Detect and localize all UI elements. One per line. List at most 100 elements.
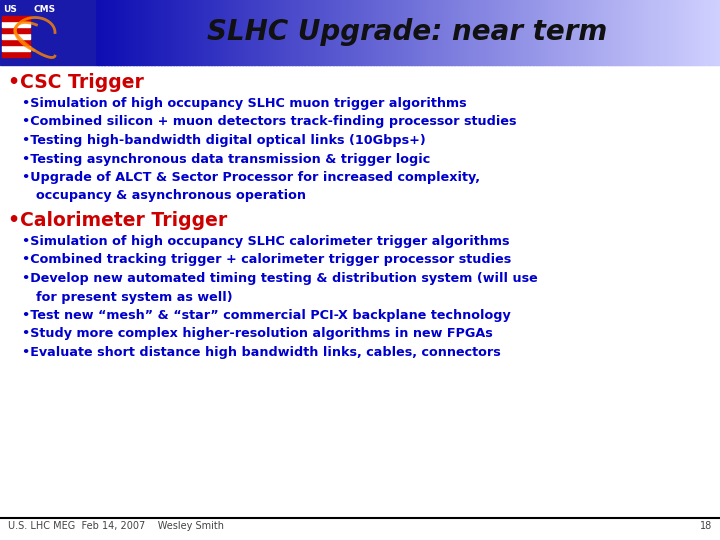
Bar xyxy=(338,0,343,65)
Text: occupancy & asynchronous operation: occupancy & asynchronous operation xyxy=(36,190,306,202)
Text: U.S. LHC MEG  Feb 14, 2007    Wesley Smith: U.S. LHC MEG Feb 14, 2007 Wesley Smith xyxy=(8,521,224,531)
Bar xyxy=(358,0,361,65)
Bar xyxy=(457,0,462,65)
Bar xyxy=(495,0,499,65)
Bar xyxy=(189,0,193,65)
Bar xyxy=(305,0,308,65)
Bar xyxy=(514,0,518,65)
Bar xyxy=(695,0,699,65)
Text: •Develop new automated timing testing & distribution system (will use: •Develop new automated timing testing & … xyxy=(22,272,538,285)
Bar xyxy=(351,0,356,65)
Text: •Simulation of high occupancy SLHC calorimeter trigger algorithms: •Simulation of high occupancy SLHC calor… xyxy=(22,235,510,248)
Bar xyxy=(608,0,611,65)
Bar xyxy=(251,0,256,65)
Bar xyxy=(373,0,377,65)
Text: •Study more complex higher-resolution algorithms in new FPGAs: •Study more complex higher-resolution al… xyxy=(22,327,492,341)
Bar xyxy=(386,0,390,65)
Bar xyxy=(377,0,380,65)
Bar xyxy=(429,0,433,65)
Bar xyxy=(520,0,524,65)
Bar xyxy=(395,0,399,65)
Bar xyxy=(107,0,112,65)
Bar xyxy=(657,0,662,65)
Text: •Evaluate short distance high bandwidth links, cables, connectors: •Evaluate short distance high bandwidth … xyxy=(22,346,500,359)
Bar xyxy=(130,0,133,65)
Bar xyxy=(423,0,427,65)
Text: US: US xyxy=(3,5,17,14)
Bar xyxy=(510,0,515,65)
Bar xyxy=(595,0,599,65)
Bar xyxy=(276,0,280,65)
Text: •Combined tracking trigger + calorimeter trigger processor studies: •Combined tracking trigger + calorimeter… xyxy=(22,253,511,267)
Bar xyxy=(445,0,449,65)
Bar xyxy=(333,0,337,65)
Bar xyxy=(604,0,608,65)
Bar xyxy=(617,0,621,65)
Bar xyxy=(589,0,593,65)
Bar xyxy=(654,0,659,65)
Bar xyxy=(639,0,643,65)
Bar xyxy=(580,0,583,65)
Bar xyxy=(601,0,606,65)
Bar xyxy=(135,0,140,65)
Bar xyxy=(163,0,168,65)
Bar xyxy=(683,0,687,65)
Bar xyxy=(567,0,571,65)
Bar xyxy=(523,0,527,65)
Bar xyxy=(426,0,431,65)
Bar xyxy=(245,0,249,65)
Bar xyxy=(167,0,171,65)
Bar xyxy=(367,0,371,65)
Bar xyxy=(692,0,696,65)
Bar xyxy=(533,0,536,65)
Bar xyxy=(158,0,161,65)
Bar xyxy=(652,0,655,65)
Bar xyxy=(542,0,546,65)
Bar xyxy=(223,0,228,65)
Bar xyxy=(680,0,683,65)
Bar xyxy=(436,0,440,65)
Bar xyxy=(398,0,402,65)
Bar xyxy=(207,0,212,65)
Text: •Test new “mesh” & “star” commercial PCI-X backplane technology: •Test new “mesh” & “star” commercial PCI… xyxy=(22,309,510,322)
Bar xyxy=(492,0,496,65)
Bar xyxy=(642,0,646,65)
Bar xyxy=(648,0,652,65)
Bar xyxy=(389,0,393,65)
Bar xyxy=(613,0,618,65)
Bar xyxy=(2,22,30,27)
Bar xyxy=(182,0,186,65)
Bar xyxy=(235,0,240,65)
Text: 18: 18 xyxy=(700,521,712,531)
Bar xyxy=(120,0,124,65)
Bar xyxy=(661,0,665,65)
Bar xyxy=(576,0,580,65)
Bar xyxy=(242,0,246,65)
Bar xyxy=(364,0,368,65)
Bar xyxy=(717,0,720,65)
Bar xyxy=(148,0,152,65)
Bar xyxy=(258,0,261,65)
Bar xyxy=(264,0,268,65)
Bar xyxy=(282,0,287,65)
Bar xyxy=(239,0,243,65)
Bar xyxy=(548,0,552,65)
Bar xyxy=(254,0,258,65)
Bar xyxy=(111,0,114,65)
Bar xyxy=(685,0,690,65)
Bar xyxy=(292,0,296,65)
Bar xyxy=(0,0,95,65)
Bar xyxy=(354,0,359,65)
Bar xyxy=(557,0,562,65)
Bar xyxy=(2,46,30,51)
Bar xyxy=(626,0,631,65)
Bar xyxy=(145,0,149,65)
Bar xyxy=(345,0,349,65)
Bar xyxy=(370,0,374,65)
Bar xyxy=(467,0,471,65)
Bar xyxy=(448,0,452,65)
Bar xyxy=(645,0,649,65)
Bar xyxy=(2,34,30,39)
Bar xyxy=(552,0,555,65)
Bar xyxy=(214,0,218,65)
